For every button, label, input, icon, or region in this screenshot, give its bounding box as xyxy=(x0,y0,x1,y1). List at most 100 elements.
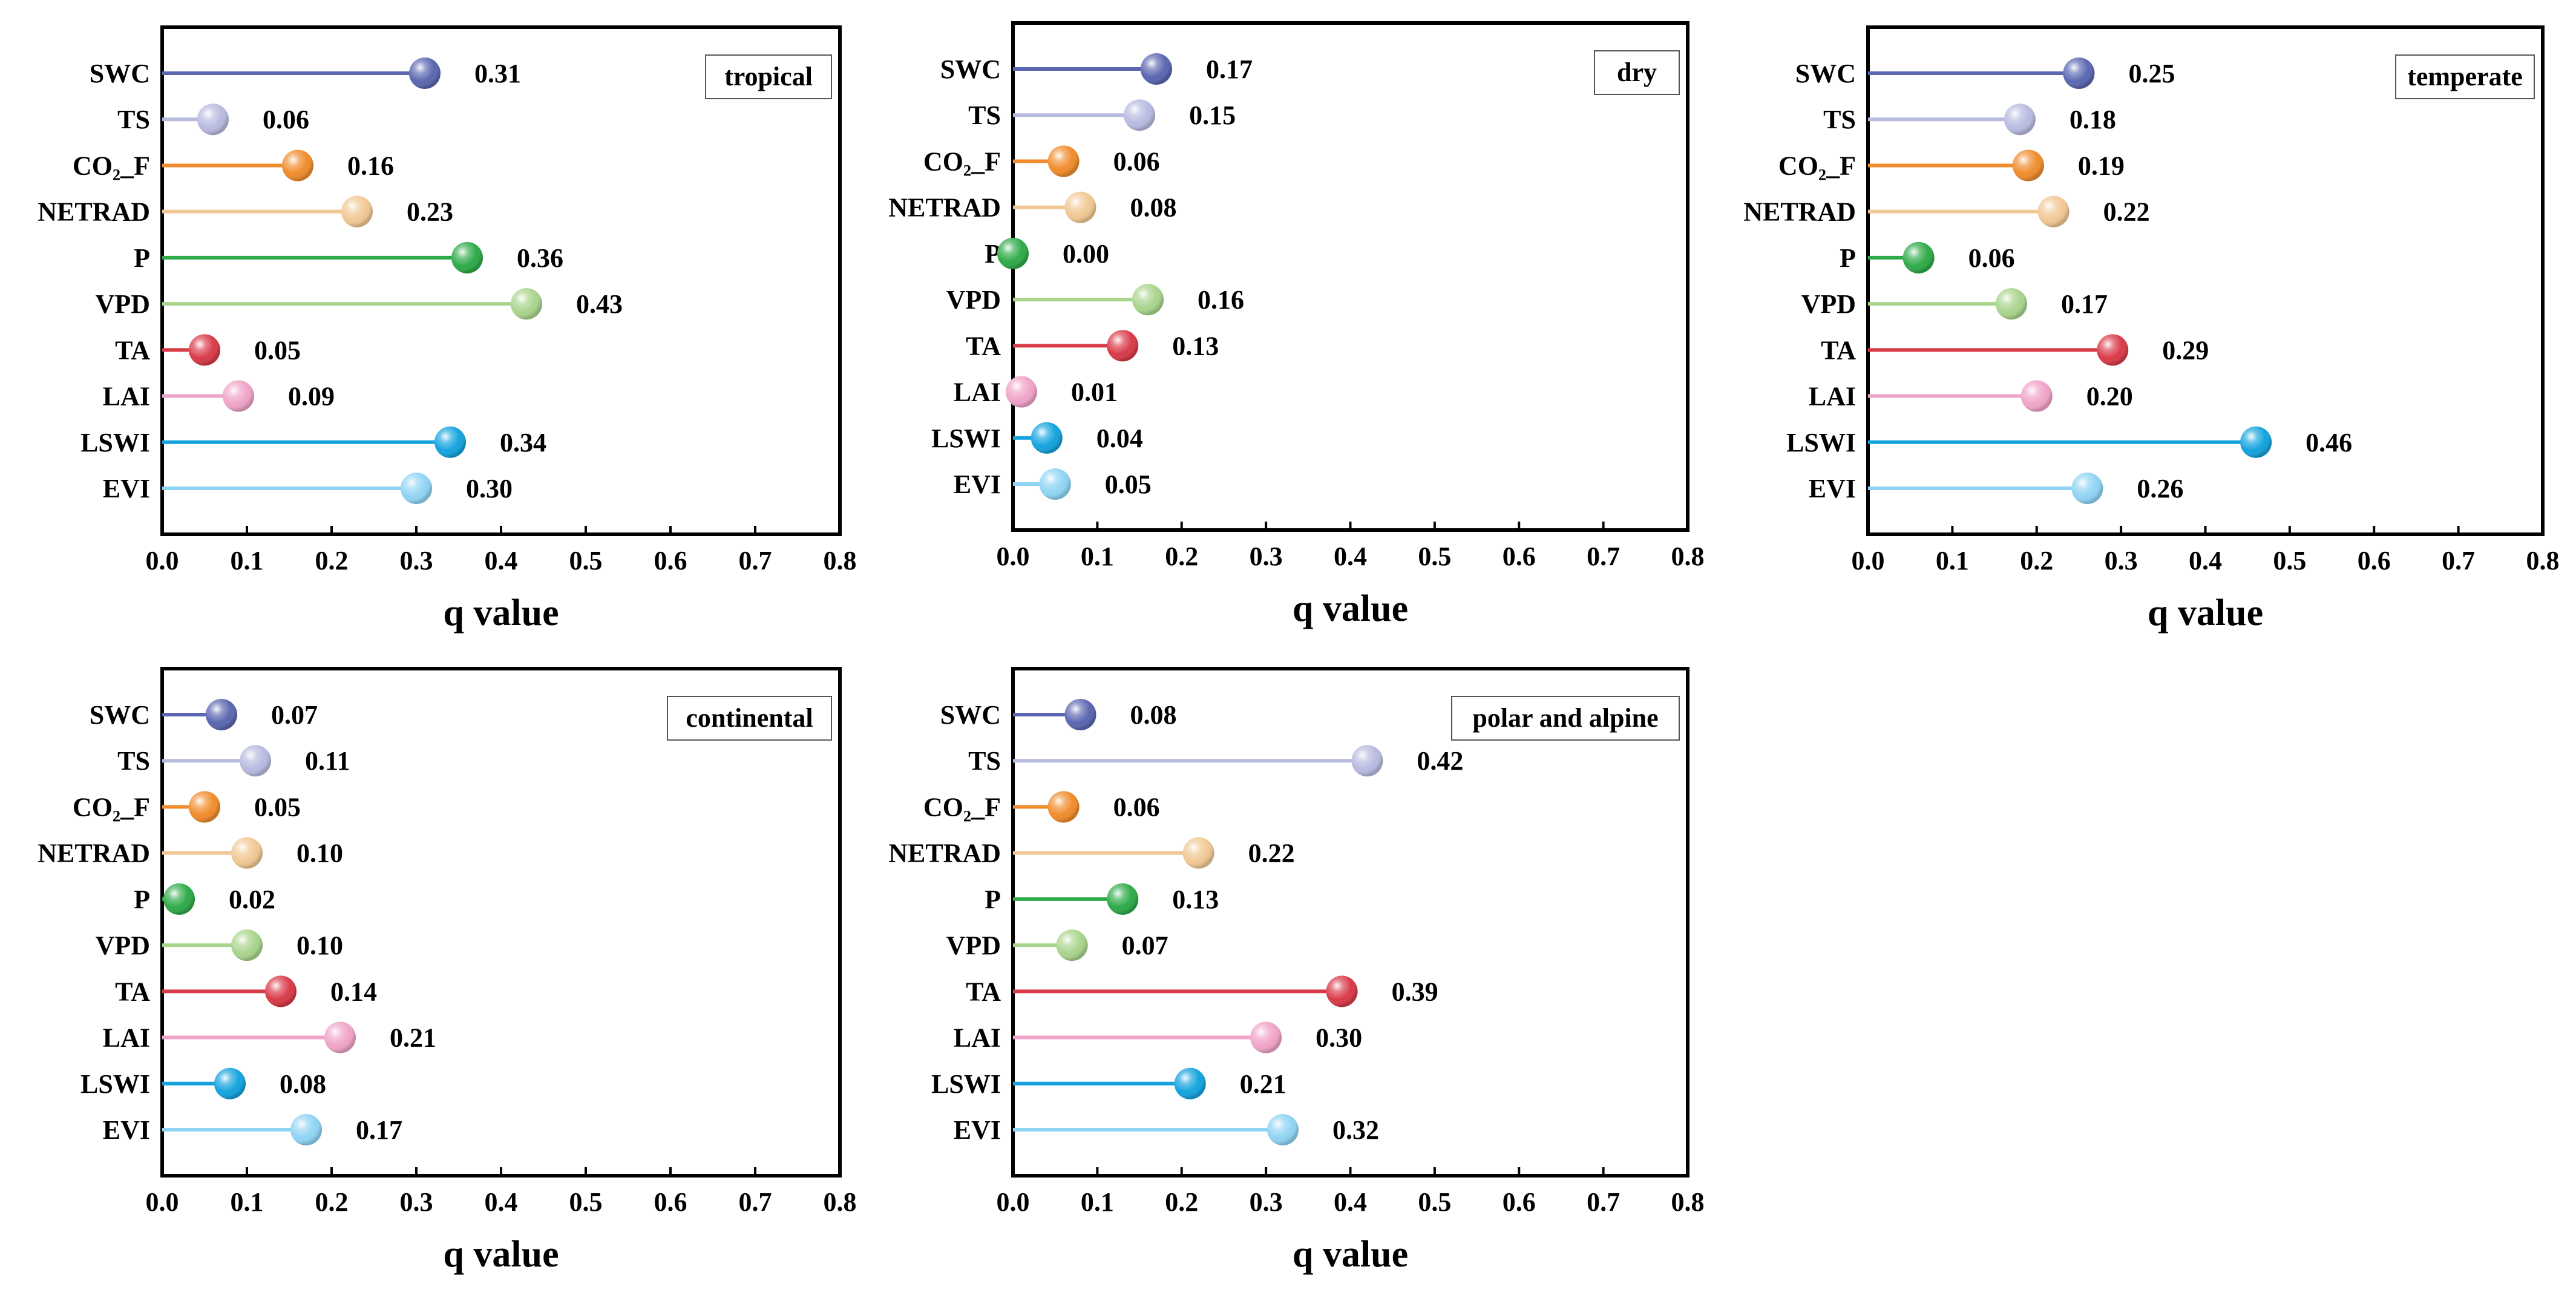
data-label: 0.34 xyxy=(500,428,546,457)
y-tick-label: TS xyxy=(1823,105,1856,134)
x-axis-label: q value xyxy=(1293,588,1408,629)
plot-frame xyxy=(160,667,842,1178)
data-label: 0.39 xyxy=(1392,977,1438,1006)
x-tick-label: 0.1 xyxy=(1081,542,1114,571)
chart-panel-2: dry 0.0 0.1 0.2 0.3 0.4 0.5 0.6 0.7 0.8 q value SWC… xyxy=(888,21,1705,629)
lollipop-dot-highlight xyxy=(2097,334,2129,366)
x-tick-label: 0.5 xyxy=(1418,542,1451,571)
lollipop-dot-highlight xyxy=(2240,426,2272,458)
lollipop-dot-highlight xyxy=(189,791,220,823)
title-box-frame xyxy=(1451,696,1680,741)
panel-title: polar and alpine xyxy=(1472,703,1658,733)
data-label: 0.10 xyxy=(297,839,343,868)
lollipop-dot-highlight xyxy=(324,1021,356,1053)
x-tick-label: 0.1 xyxy=(1936,546,1969,575)
panel-title-box: polar and alpine xyxy=(1451,696,1680,741)
y-tick-label: CO₂_F xyxy=(1778,151,1856,180)
y-tick-label: VPD xyxy=(946,285,1001,315)
y-tick-label: NETRAD xyxy=(888,839,1001,868)
lollipop-dot-highlight xyxy=(341,195,373,228)
data-label: 0.06 xyxy=(1113,792,1160,822)
y-tick-label: TA xyxy=(966,331,1001,361)
data-label: 0.09 xyxy=(288,382,335,411)
panel-title-box: continental xyxy=(667,696,832,741)
y-tick-label: SWC xyxy=(940,54,1001,84)
data-label: 0.17 xyxy=(2061,289,2108,319)
x-tick-label: 0.0 xyxy=(1852,546,1885,575)
y-tick-label: LSWI xyxy=(931,424,1001,453)
x-axis-label: q value xyxy=(443,592,559,634)
y-tick-label: LAI xyxy=(954,378,1001,407)
y-tick-label: TS xyxy=(117,746,150,776)
x-tick-label: 0.2 xyxy=(1165,542,1198,571)
y-tick-label: SWC xyxy=(940,700,1001,730)
x-tick-label: 0.3 xyxy=(400,1187,433,1217)
chart-panel-4: continental 0.0 0.1 0.2 0.3 0.4 0.5 0.6 0.7 0.8 q … xyxy=(38,667,857,1275)
x-tick-label: 0.3 xyxy=(400,546,433,575)
y-tick-label: NETRAD xyxy=(38,197,150,227)
x-tick-label: 0.3 xyxy=(2105,546,2138,575)
lollipop-dot-highlight xyxy=(290,1114,322,1145)
x-tick-label: 0.6 xyxy=(1503,542,1536,571)
y-tick-label: LSWI xyxy=(80,1069,150,1099)
lollipop-dot-highlight xyxy=(451,241,483,274)
title-box-frame xyxy=(705,54,832,99)
y-tick-label: TS xyxy=(968,746,1001,776)
lollipop-dot-highlight xyxy=(1031,422,1063,454)
y-tick-label: TA xyxy=(966,977,1001,1006)
data-label: 0.16 xyxy=(1198,285,1244,315)
data-label: 0.11 xyxy=(305,746,350,776)
lollipop-dot-highlight xyxy=(1182,837,1214,869)
x-tick-label: 0.8 xyxy=(1671,1187,1705,1217)
data-label: 0.22 xyxy=(2103,197,2150,227)
data-label: 0.13 xyxy=(1172,331,1219,361)
x-tick-label: 0.4 xyxy=(485,546,518,575)
x-axis-label: q value xyxy=(1293,1234,1408,1275)
y-tick-label: P xyxy=(985,885,1001,914)
y-tick-label: NETRAD xyxy=(1743,197,1856,227)
y-tick-label: LSWI xyxy=(1786,428,1856,457)
y-tick-label: EVI xyxy=(954,470,1001,499)
lollipop-dot-highlight xyxy=(197,103,229,136)
x-tick-label: 0.6 xyxy=(654,546,687,575)
lollipop-dot-highlight xyxy=(2063,57,2095,89)
panel-title-box: temperate xyxy=(2395,54,2535,99)
lollipop-dot-highlight xyxy=(189,334,220,366)
y-tick-label: TS xyxy=(968,100,1001,130)
panel-title-box: dry xyxy=(1594,50,1680,95)
lollipop-dot-highlight xyxy=(1124,99,1156,131)
data-label: 0.46 xyxy=(2306,428,2352,457)
x-tick-label: 0.3 xyxy=(1250,1187,1283,1217)
x-tick-label: 0.0 xyxy=(146,546,179,575)
data-label: 0.15 xyxy=(1189,100,1236,130)
y-tick-label: LAI xyxy=(1809,382,1856,411)
lollipop-dot-highlight xyxy=(1107,330,1139,362)
lollipop-dot-highlight xyxy=(231,929,263,961)
data-label: 0.14 xyxy=(330,977,377,1006)
lollipop-dot-highlight xyxy=(1250,1021,1282,1053)
x-tick-label: 0.7 xyxy=(739,1187,772,1217)
y-tick-label: NETRAD xyxy=(38,839,150,868)
lollipop-dot-highlight xyxy=(1047,145,1080,177)
data-label: 0.08 xyxy=(280,1069,326,1099)
panel-title: temperate xyxy=(2407,62,2523,91)
data-label: 0.01 xyxy=(1071,378,1118,407)
plot-frame xyxy=(1011,21,1689,532)
x-tick-label: 0.6 xyxy=(654,1187,687,1217)
data-label: 0.04 xyxy=(1096,424,1143,453)
x-tick-label: 0.7 xyxy=(739,546,772,575)
data-label: 0.36 xyxy=(517,243,563,273)
x-tick-label: 0.4 xyxy=(2189,546,2222,575)
lollipop-dot-highlight xyxy=(2071,473,2103,504)
x-tick-label: 0.8 xyxy=(1671,542,1705,571)
x-tick-label: 0.7 xyxy=(1587,542,1620,571)
plot-frame xyxy=(1011,667,1689,1178)
data-label: 0.29 xyxy=(2162,335,2209,365)
x-tick-label: 0.0 xyxy=(146,1187,179,1217)
panel-title-box: tropical xyxy=(705,54,832,99)
data-label: 0.23 xyxy=(407,197,453,227)
x-tick-label: 0.2 xyxy=(1165,1187,1198,1217)
x-tick-label: 0.8 xyxy=(824,1187,857,1217)
x-tick-label: 0.3 xyxy=(1250,542,1283,571)
